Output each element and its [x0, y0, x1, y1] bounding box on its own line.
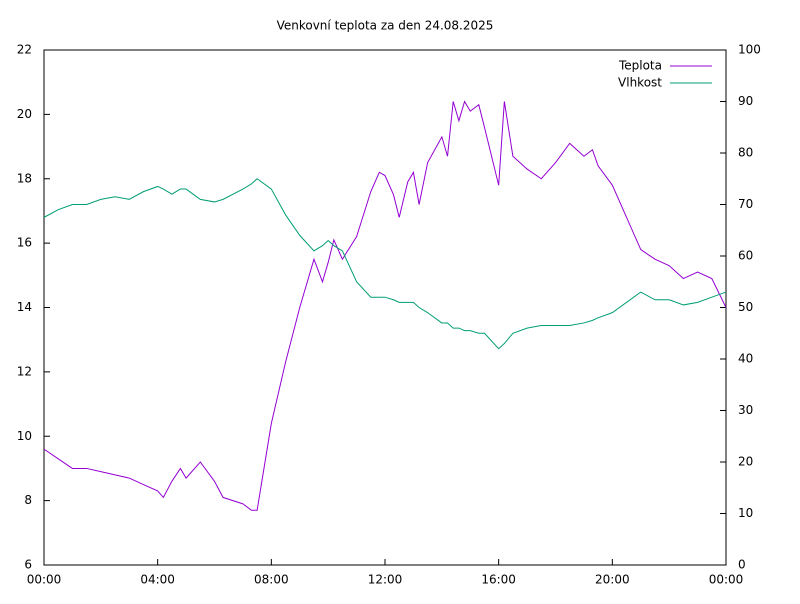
y-tick-label: 20 [17, 107, 32, 121]
y-tick-label: 6 [24, 558, 32, 572]
y-tick-label: 22 [17, 43, 32, 57]
y2-tick-label: 70 [738, 197, 753, 211]
y2-tick-label: 60 [738, 249, 753, 263]
y2-tick-label: 0 [738, 558, 746, 572]
x-tick-label: 00:00 [709, 573, 744, 587]
x-tick-label: 08:00 [254, 573, 289, 587]
y2-tick-label: 90 [738, 94, 753, 108]
y2-tick-label: 100 [738, 43, 761, 57]
y2-tick-label: 80 [738, 146, 753, 160]
series-line [43, 100, 727, 511]
y-tick-label: 18 [17, 171, 32, 185]
y-tick-label: 10 [17, 429, 32, 443]
y2-tick-label: 40 [738, 352, 753, 366]
y2-tick-label: 50 [738, 300, 753, 314]
y-tick-label: 12 [17, 364, 32, 378]
y2-tick-label: 30 [738, 403, 753, 417]
y2-tick-label: 10 [738, 506, 753, 520]
x-tick-label: 12:00 [368, 573, 403, 587]
x-tick-label: 16:00 [481, 573, 516, 587]
y2-tick-label: 20 [738, 455, 753, 469]
series-line [43, 178, 727, 350]
y-tick-label: 8 [24, 493, 32, 507]
y-tick-label: 16 [17, 236, 32, 250]
x-tick-label: 20:00 [595, 573, 630, 587]
legend-label: Vlhkost [618, 76, 662, 90]
legend-label: Teplota [618, 59, 662, 73]
chart-title: Venkovní teplota za den 24.08.2025 [277, 19, 494, 33]
x-tick-label: 04:00 [140, 573, 175, 587]
x-tick-label: 00:00 [27, 573, 62, 587]
y-tick-label: 14 [17, 300, 32, 314]
